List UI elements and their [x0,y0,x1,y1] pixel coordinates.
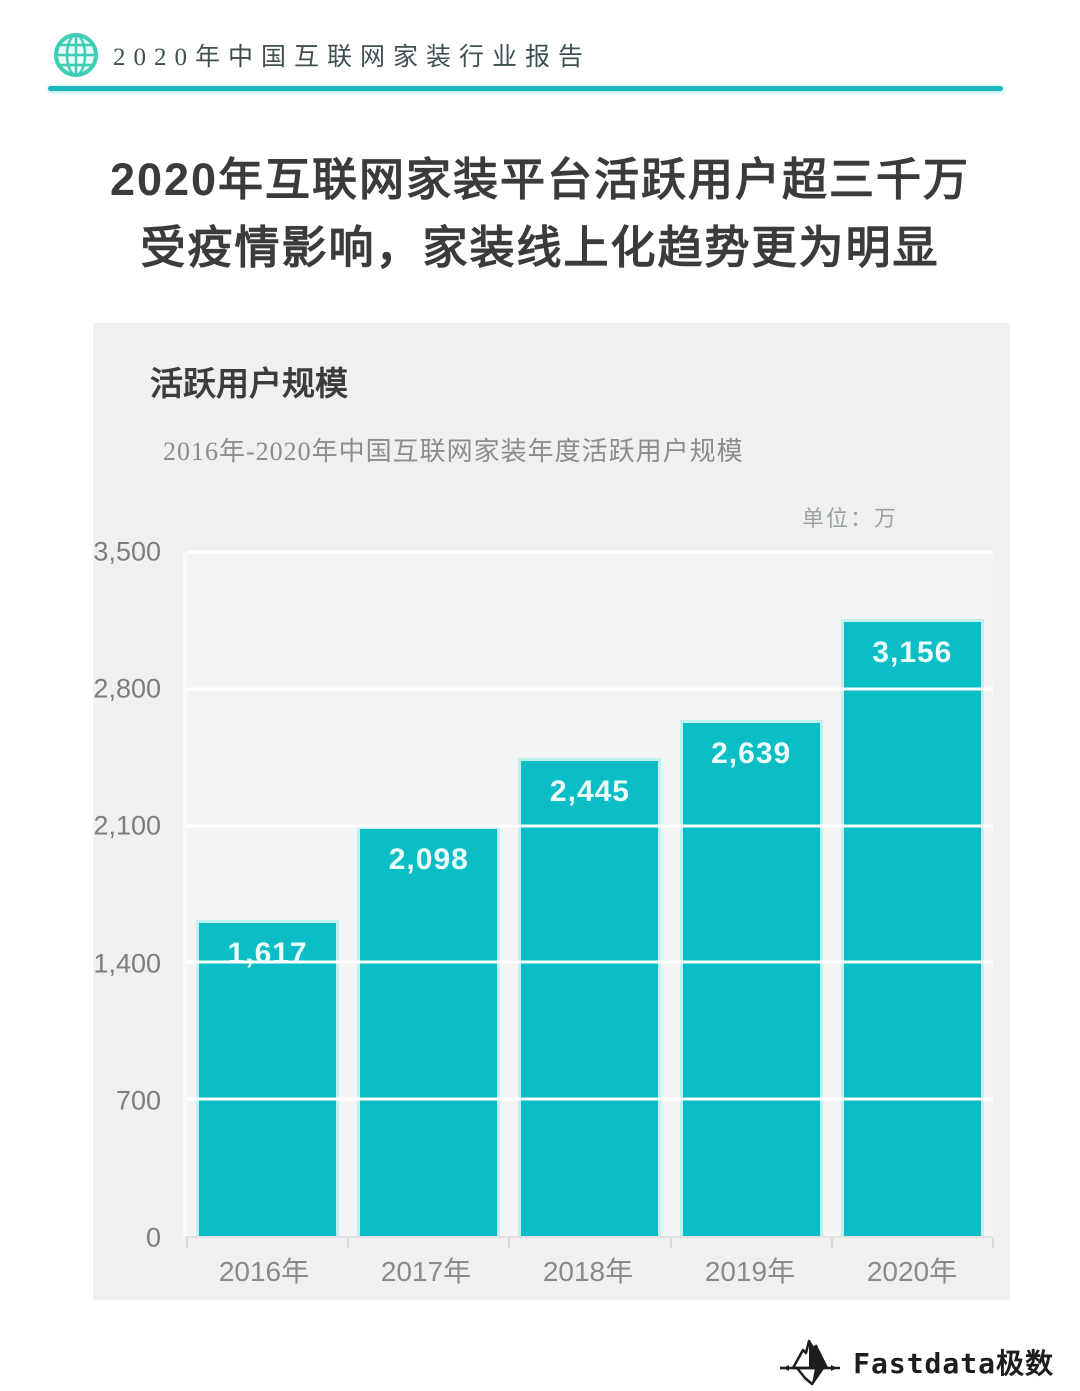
globe-icon [54,33,98,77]
bar-slot: 1,617 [187,552,348,1236]
plot-area: 1,617 2,098 2,445 2,639 3,156 [183,550,994,1248]
bar-2017年: 2,098 [357,826,501,1236]
section-title: 活跃用户规模 [150,365,348,402]
chart-subtitle: 2016年-2020年中国互联网家装年度活跃用户规模 [163,437,744,466]
bar-2019年: 2,639 [679,720,823,1236]
page-title-line2: 受疫情影响，家装线上化趋势更为明显 [140,222,940,273]
y-tick-label: 3,500 [93,536,161,567]
y-tick-label: 2,800 [93,673,161,704]
bar-group: 1,617 2,098 2,445 2,639 3,156 [187,552,993,1236]
x-axis-tick [186,1238,188,1248]
header-divider [48,86,1003,91]
bar-value-label: 1,617 [227,937,308,970]
gridline [187,824,993,828]
x-axis: 2016年 2017年 2018年 2019年 2020年 [183,1248,993,1292]
y-tick-label: 1,400 [93,948,161,979]
gridline [187,687,993,691]
x-axis-tick [669,1238,672,1248]
bar-value-label: 2,445 [549,775,630,809]
gridline [187,550,993,554]
x-label-2019年: 2019年 [704,1256,796,1287]
gridline [187,1097,993,1101]
x-axis-tick [347,1238,350,1248]
gridline [187,960,993,964]
bar-2018年: 2,445 [518,758,662,1236]
y-axis: 0 700 1,400 2,100 2,800 3,500 [93,537,175,1253]
x-label-2017年: 2017年 [380,1256,472,1287]
page-title-line1: 2020年互联网家装平台活跃用户超三千万 [109,154,971,205]
unit-label: 单位：万 [801,506,898,531]
bar-2016年: 1,617 [196,920,340,1236]
y-tick-label: 700 [115,1085,161,1116]
page-title: 2020年互联网家装平台活跃用户超三千万 受疫情影响，家装线上化趋势更为明显 [0,146,1080,282]
x-label-2016年: 2016年 [218,1256,310,1287]
bar-slot: 3,156 [832,552,993,1236]
bar-value-label: 2,639 [711,737,792,771]
bar-slot: 2,445 [509,552,670,1236]
bar-2020年: 3,156 [840,619,984,1236]
x-axis-tick [830,1238,833,1248]
x-axis-tick [992,1238,994,1248]
report-title: 2020年中国互联网家装行业报告 [113,44,592,71]
y-tick-label: 0 [145,1222,161,1253]
brand-footer: Fastdata极数 [779,1334,1054,1390]
brand-name: Fastdata极数 [853,1347,1054,1380]
iceberg-logo-icon [780,1339,841,1386]
bar-slot: 2,639 [671,552,832,1236]
report-header: 2020年中国互联网家装行业报告 [53,32,591,78]
bar-value-label: 2,098 [388,843,469,876]
bar-slot: 2,098 [348,552,509,1236]
x-axis-tick [508,1238,511,1248]
x-label-2020年: 2020年 [866,1256,958,1287]
x-label-2018年: 2018年 [542,1256,634,1287]
chart-panel: 活跃用户规模 2016年-2020年中国互联网家装年度活跃用户规模 单位：万 0… [93,323,1010,1300]
y-tick-label: 2,100 [93,810,161,841]
bar-value-label: 3,156 [872,636,953,670]
